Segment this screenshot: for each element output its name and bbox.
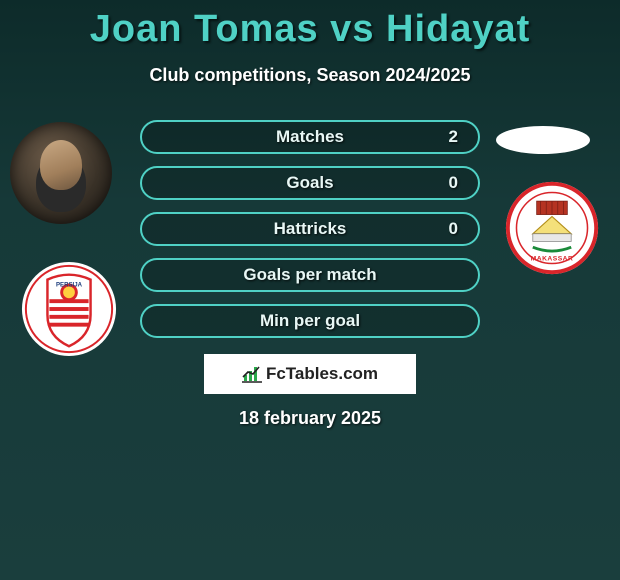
subtitle: Club competitions, Season 2024/2025 [0,65,620,86]
svg-text:PERSIJA: PERSIJA [56,282,83,288]
stat-row-hattricks: Hattricks 0 [140,212,480,246]
stat-label: Min per goal [260,311,360,331]
stats-list: Matches 2 Goals 0 Hattricks 0 Goals per … [140,120,480,350]
stat-value-right: 2 [449,127,458,147]
brand-watermark: FcTables.com [204,354,416,394]
stat-label: Goals per match [243,265,376,285]
chart-icon [242,365,262,383]
player-photo-left [10,122,112,224]
page-title: Joan Tomas vs Hidayat [0,0,620,51]
stat-value-right: 0 [449,173,458,193]
stat-label: Matches [276,127,344,147]
date-label: 18 february 2025 [0,408,620,429]
stat-row-goals: Goals 0 [140,166,480,200]
stat-label: Hattricks [274,219,347,239]
club-crest-left: PERSIJA [20,260,118,358]
svg-text:MAKASSAR: MAKASSAR [531,256,574,263]
stat-label: Goals [286,173,333,193]
stat-row-min-per-goal: Min per goal [140,304,480,338]
stat-row-matches: Matches 2 [140,120,480,154]
stat-row-goals-per-match: Goals per match [140,258,480,292]
club-crest-right: MAKASSAR [504,180,600,276]
player-photo-right-placeholder [496,126,590,154]
brand-label: FcTables.com [266,364,378,384]
stat-value-right: 0 [449,219,458,239]
